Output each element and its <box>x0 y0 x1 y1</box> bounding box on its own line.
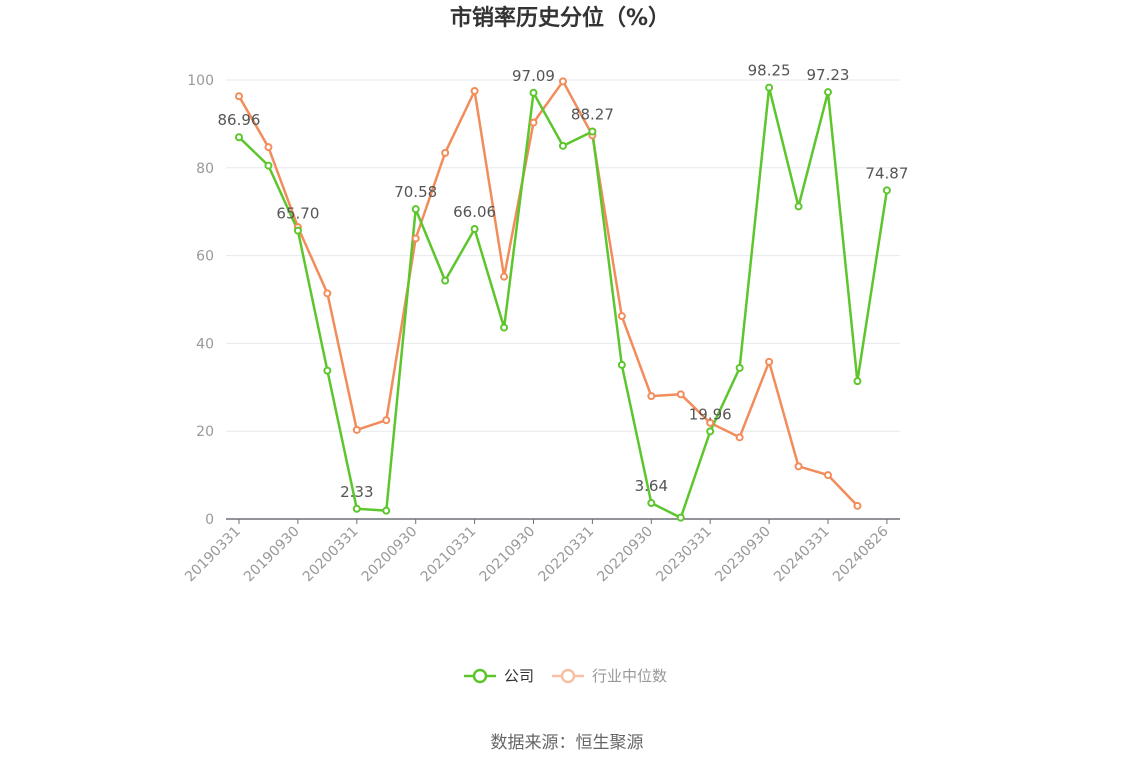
legend-label: 公司 <box>504 667 534 685</box>
x-tick-label: 20210331 <box>418 524 480 586</box>
y-tick-label: 40 <box>196 336 214 352</box>
data-point[interactable] <box>382 416 391 425</box>
data-point[interactable] <box>765 83 774 92</box>
data-point[interactable] <box>264 143 273 152</box>
data-label: 2.33 <box>340 483 373 501</box>
data-label: 70.58 <box>394 183 437 201</box>
x-tick-label: 20240331 <box>771 524 833 586</box>
data-point[interactable] <box>352 504 361 513</box>
data-point[interactable] <box>529 88 538 97</box>
x-tick-label: 20230331 <box>653 524 715 586</box>
x-tick-label: 20210930 <box>477 524 539 586</box>
data-label: 88.27 <box>571 105 614 123</box>
data-label: 97.23 <box>807 66 850 84</box>
data-point[interactable] <box>794 202 803 211</box>
legend-item-1[interactable]: 行业中位数 <box>552 667 667 685</box>
data-point[interactable] <box>706 427 715 436</box>
data-point[interactable] <box>500 272 509 281</box>
data-point[interactable] <box>441 148 450 157</box>
data-point[interactable] <box>853 377 862 386</box>
data-label: 66.06 <box>453 203 496 221</box>
data-point[interactable] <box>617 312 626 321</box>
data-point[interactable] <box>676 513 685 522</box>
data-points <box>235 77 891 522</box>
data-label: 74.87 <box>865 164 908 182</box>
x-tick-label: 20200930 <box>359 524 421 586</box>
data-label: 86.96 <box>218 111 261 129</box>
legend-item-0[interactable]: 公司 <box>464 667 534 685</box>
data-point[interactable] <box>411 234 420 243</box>
data-point[interactable] <box>617 360 626 369</box>
data-label: 65.70 <box>276 205 319 223</box>
y-tick-label: 100 <box>187 73 214 89</box>
data-point[interactable] <box>735 363 744 372</box>
data-point[interactable] <box>411 205 420 214</box>
x-tick-label: 20230930 <box>712 524 774 586</box>
data-point[interactable] <box>647 392 656 401</box>
data-point[interactable] <box>264 161 273 170</box>
data-point[interactable] <box>647 499 656 508</box>
data-point[interactable] <box>382 506 391 515</box>
series-line-1 <box>237 80 859 507</box>
data-point[interactable] <box>706 418 715 427</box>
x-tick-label: 20240826 <box>830 523 892 585</box>
data-labels: 86.96 65.70 2.33 70.58 66.06 97.09 88.27 3.64 19… <box>218 62 909 501</box>
x-tick-label: 20190331 <box>182 524 244 586</box>
x-tick-label: 20220930 <box>594 524 656 586</box>
data-label: 3.64 <box>635 477 668 495</box>
legend-marker <box>560 668 576 684</box>
data-point[interactable] <box>735 433 744 442</box>
y-tick-label: 80 <box>196 161 214 177</box>
data-source-note: 数据来源：恒生聚源 <box>491 733 644 753</box>
legend: 公司 行业中位数 <box>464 667 667 685</box>
data-point[interactable] <box>588 127 597 136</box>
data-point[interactable] <box>529 118 538 127</box>
data-point[interactable] <box>853 501 862 510</box>
data-point[interactable] <box>470 224 479 233</box>
y-tick-label: 0 <box>205 512 214 528</box>
legend-label: 行业中位数 <box>592 667 667 685</box>
x-tick-label: 20220331 <box>536 524 598 586</box>
series-line-0 <box>238 86 889 519</box>
data-point[interactable] <box>500 323 509 332</box>
data-point[interactable] <box>824 88 832 97</box>
data-label: 19.96 <box>689 405 732 423</box>
data-point[interactable] <box>676 390 685 399</box>
data-point[interactable] <box>441 276 450 285</box>
data-point[interactable] <box>794 462 803 471</box>
x-tick-label: 20200331 <box>300 524 362 586</box>
legend-marker <box>472 668 488 684</box>
chart-title: 市销率历史分位（%） <box>450 5 670 31</box>
data-point[interactable] <box>824 471 832 480</box>
data-point[interactable] <box>558 77 567 86</box>
data-point[interactable] <box>882 186 891 195</box>
y-tick-label: 20 <box>196 424 214 440</box>
data-point[interactable] <box>352 425 361 434</box>
data-point[interactable] <box>470 86 479 95</box>
data-point[interactable] <box>765 357 774 366</box>
data-point[interactable] <box>558 141 567 150</box>
x-tick-label: 20190930 <box>241 524 303 586</box>
y-tick-label: 60 <box>196 249 214 265</box>
data-point[interactable] <box>323 289 332 298</box>
data-point[interactable] <box>293 226 302 235</box>
data-point[interactable] <box>323 366 332 375</box>
data-point[interactable] <box>235 133 243 142</box>
axes: 0 20 40 60 80 100 2019033120190930202003312020… <box>182 73 900 585</box>
data-label: 97.09 <box>512 67 555 85</box>
grid-lines <box>226 79 900 432</box>
data-label: 98.25 <box>748 62 791 80</box>
data-point[interactable] <box>235 92 243 101</box>
